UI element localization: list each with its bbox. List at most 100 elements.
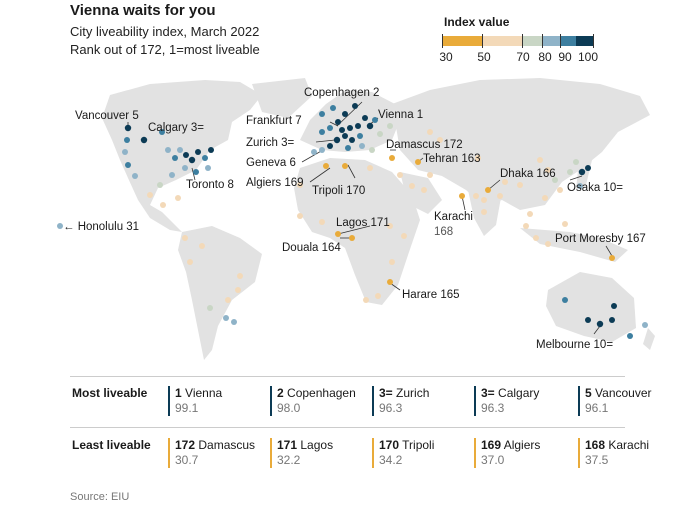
city-name: Zurich — [396, 386, 430, 400]
city-dot — [577, 183, 583, 189]
city-dot — [124, 137, 130, 143]
rank-number: 168 — [585, 438, 606, 452]
label-frankfurt: Frankfurt 7 — [246, 115, 302, 127]
city-dot — [237, 273, 243, 279]
most-liveable-item: 2 Copenhagen 98.0 — [270, 386, 387, 416]
label-douala: Douala 164 — [282, 242, 341, 254]
legend-tick — [522, 34, 523, 48]
city-dot-tripoli — [342, 163, 348, 169]
city-dot — [537, 157, 543, 163]
legend-tick — [482, 34, 483, 48]
most-liveable-item: 3= Zurich 96.3 — [372, 386, 489, 416]
map-labels: Vancouver 5 Calgary 3= Toronto 8 ← Honol… — [63, 87, 646, 351]
city-dot-melbourne — [596, 320, 604, 328]
city-name: Vancouver — [595, 386, 652, 400]
city-dot — [355, 123, 361, 129]
label-osaka: Osaka 10= — [567, 182, 623, 194]
city-dot — [409, 183, 415, 189]
city-dot — [319, 147, 325, 153]
land-masses — [102, 78, 655, 360]
south-america — [178, 226, 262, 360]
chart-subtitle-rank: Rank out of 172, 1=most liveable — [70, 42, 260, 57]
legend-label: 50 — [477, 50, 491, 64]
city-dot — [357, 133, 363, 139]
label-karachi-rank: 168 — [434, 226, 453, 238]
most-liveable-item: 1 Vienna 99.1 — [168, 386, 285, 416]
label-geneva: Geneva 6 — [246, 157, 296, 169]
city-dot — [169, 172, 175, 178]
city-dot — [182, 235, 188, 241]
city-dot — [389, 259, 395, 265]
australia — [546, 272, 636, 342]
city-dot — [573, 159, 579, 165]
city-dot — [367, 165, 373, 171]
world-map: Vancouver 5 Calgary 3= Toronto 8 ← Honol… — [57, 78, 655, 360]
index-value: 96.3 — [481, 401, 505, 415]
city-dot — [208, 147, 214, 153]
label-damascus: Damascus 172 — [386, 139, 463, 151]
city-name: Karachi — [608, 438, 650, 452]
label-vienna: Vienna 1 — [378, 109, 423, 121]
leader-line — [309, 167, 331, 183]
rank-number: 5 — [585, 386, 592, 400]
index-value: 96.3 — [379, 401, 403, 415]
city-dot — [372, 117, 378, 123]
city-dot — [585, 165, 591, 171]
city-dot — [207, 305, 213, 311]
source-note: Source: EIU — [70, 491, 130, 503]
city-dot — [347, 125, 353, 131]
city-dot — [235, 287, 241, 293]
label-tehran: Tehran 163 — [423, 153, 481, 165]
city-dot — [375, 293, 381, 299]
label-honolulu: ← Honolulu 31 — [63, 221, 139, 233]
city-dot — [183, 152, 189, 158]
north-america — [102, 80, 262, 232]
least-liveable-item: 169 Algiers 37.0 — [474, 438, 591, 468]
indonesia — [520, 228, 628, 262]
city-dot — [557, 187, 563, 193]
index-value: 30.7 — [175, 453, 199, 467]
divider-top — [70, 376, 625, 377]
city-dot — [342, 111, 348, 117]
label-port-moresby: Port Moresby 167 — [555, 233, 646, 245]
greenland — [252, 78, 312, 118]
city-dot — [567, 169, 573, 175]
city-dot — [421, 187, 427, 193]
label-karachi: Karachi — [434, 211, 473, 223]
city-dot-damascus — [389, 155, 395, 161]
rank-number: 3= — [481, 386, 495, 400]
rank-number: 3= — [379, 386, 393, 400]
chart-title: Vienna waits for you — [70, 2, 216, 19]
city-dots — [57, 103, 648, 339]
city-dot-douala — [349, 235, 355, 241]
city-dot — [223, 315, 229, 321]
city-dot — [193, 169, 199, 175]
leader-line — [337, 225, 371, 235]
leader-line — [569, 175, 583, 181]
label-algiers: Algiers 169 — [246, 177, 304, 189]
city-dot — [330, 105, 336, 111]
label-toronto: Toronto 8 — [186, 179, 234, 191]
city-dot-zurich — [333, 136, 341, 144]
legend-seg-4 — [542, 36, 560, 46]
leader-line — [593, 325, 601, 335]
city-dot — [562, 221, 568, 227]
chart-subtitle: City liveability index, March 2022 — [70, 24, 260, 39]
label-vancouver: Vancouver 5 — [75, 110, 139, 122]
city-dot-karachi — [459, 193, 465, 199]
city-dot — [125, 162, 131, 168]
city-dot — [342, 133, 348, 139]
legend-label: 90 — [558, 50, 572, 64]
city-dot-calgary — [140, 136, 148, 144]
city-dot — [642, 322, 648, 328]
label-zurich: Zurich 3= — [246, 137, 295, 149]
city-name: Copenhagen — [287, 386, 356, 400]
legend-tick — [442, 34, 443, 48]
city-dot — [177, 147, 183, 153]
least-liveable-item: 170 Tripoli 34.2 — [372, 438, 489, 468]
city-dot — [159, 129, 165, 135]
city-dot — [175, 195, 181, 201]
rank-number: 1 — [175, 386, 182, 400]
city-dot — [132, 173, 138, 179]
city-dot — [481, 209, 487, 215]
